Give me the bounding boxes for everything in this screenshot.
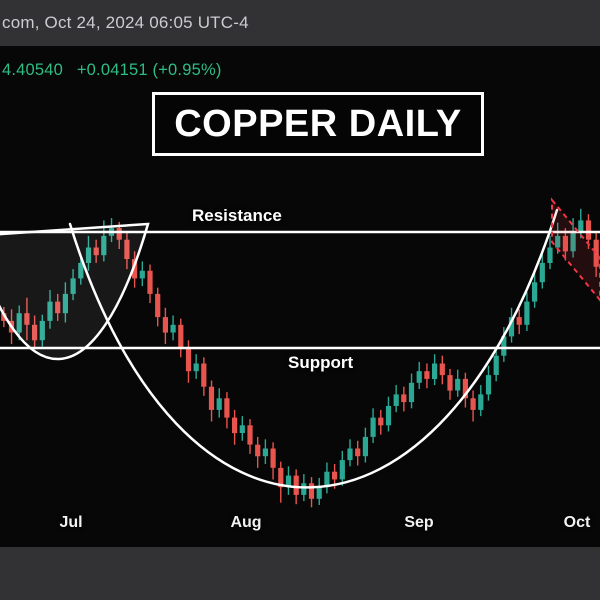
last-price: 4.40540 (2, 61, 64, 79)
support-label: Support (288, 353, 354, 372)
x-tick-aug: Aug (230, 514, 262, 531)
cup-curve-small (0, 222, 150, 361)
resistance-label: Resistance (192, 206, 282, 225)
breakout-flag-dashes (551, 197, 600, 302)
x-tick-jul: Jul (59, 514, 83, 531)
x-tick-oct: Oct (563, 514, 591, 531)
cup-curve-large (68, 208, 559, 489)
candles-group (1, 208, 599, 508)
x-tick-sep: Sep (404, 514, 434, 531)
status-bar: com, Oct 24, 2024 06:05 UTC-4 (0, 0, 600, 46)
quote-row: 4.40540 +0.04151 (+0.95%) (2, 61, 231, 80)
title-box: COPPER DAILY (152, 92, 484, 156)
bottom-band (0, 547, 600, 600)
timestamp-text: com, Oct 24, 2024 06:05 UTC-4 (2, 13, 249, 32)
price-change: +0.04151 (+0.95%) (76, 61, 222, 79)
chart-title: COPPER DAILY (174, 102, 462, 145)
